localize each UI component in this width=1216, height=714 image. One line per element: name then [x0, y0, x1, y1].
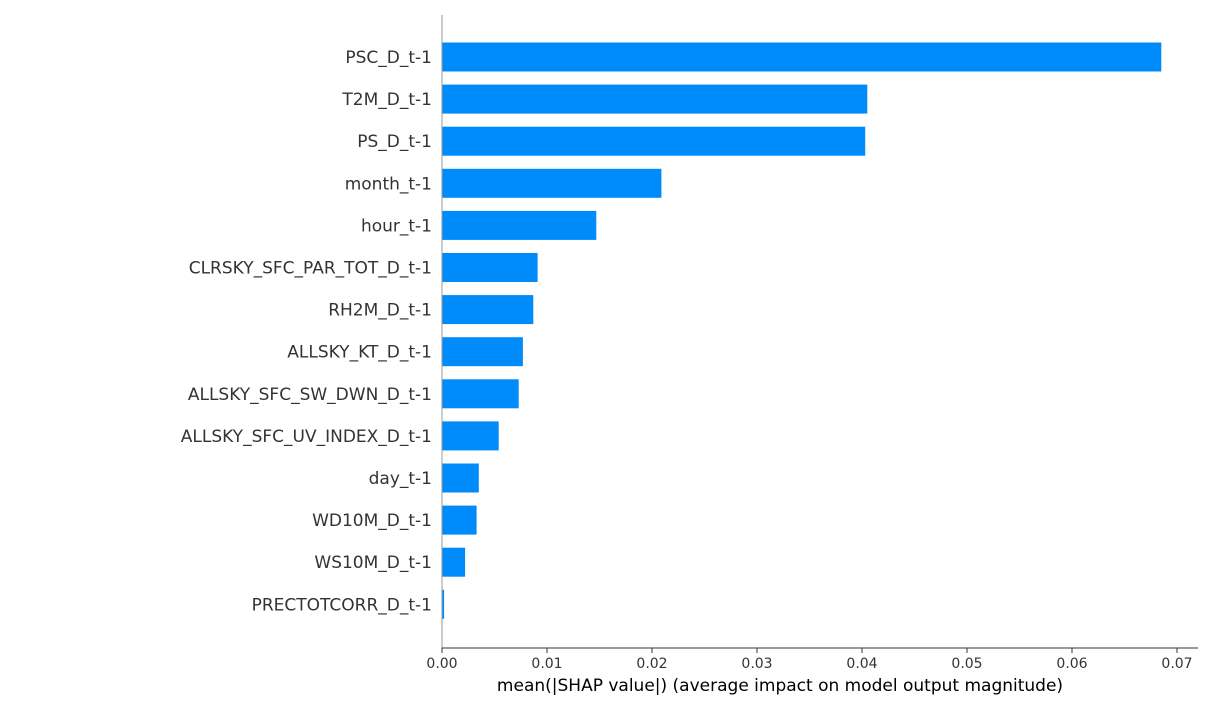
category-label-13: PRECTOTCORR_D_t-1	[252, 595, 432, 615]
x-tick-label-2: 0.02	[636, 656, 667, 672]
bar-4	[442, 210, 597, 240]
bar-5	[442, 253, 538, 282]
category-labels: PSC_D_t-1 T2M_D_t-1 PS_D_t-1 month_t-1 hour_…	[181, 48, 432, 615]
bar-0	[442, 42, 1162, 72]
x-tick-label-4: 0.04	[846, 656, 877, 672]
x-tick-label-0: 0.00	[426, 656, 457, 672]
category-label-11: WD10M_D_t-1	[312, 511, 432, 531]
x-tick-label-5: 0.05	[951, 656, 982, 672]
bar-10	[442, 463, 479, 493]
category-label-6: RH2M_D_t-1	[328, 301, 432, 321]
x-axis-title: mean(|SHAP value|) (average impact on mo…	[497, 676, 1063, 696]
x-tick-label-7: 0.07	[1161, 656, 1192, 672]
bar-2	[442, 126, 866, 156]
bar-11	[442, 505, 477, 535]
bar-6	[442, 295, 534, 325]
bar-3	[442, 168, 662, 198]
bar-7	[442, 337, 523, 367]
x-tick-label-6: 0.06	[1056, 656, 1087, 672]
category-label-4: hour_t-1	[361, 216, 432, 236]
category-label-0: PSC_D_t-1	[345, 48, 432, 68]
category-label-5: CLRSKY_SFC_PAR_TOT_D_t-1	[189, 259, 432, 279]
x-tick-label-3: 0.03	[741, 656, 772, 672]
bar-8	[442, 379, 519, 409]
category-label-3: month_t-1	[345, 174, 432, 194]
category-label-7: ALLSKY_KT_D_t-1	[287, 343, 432, 363]
bar-12	[442, 547, 466, 577]
x-tick-label-1: 0.01	[531, 656, 562, 672]
category-label-10: day_t-1	[369, 469, 432, 489]
bars-layer	[442, 42, 1162, 619]
category-label-9: ALLSKY_SFC_UV_INDEX_D_t-1	[181, 427, 432, 447]
bar-13	[442, 589, 445, 619]
category-label-1: T2M_D_t-1	[341, 90, 432, 110]
category-label-2: PS_D_t-1	[357, 132, 432, 152]
category-label-8: ALLSKY_SFC_SW_DWN_D_t-1	[188, 385, 432, 405]
category-label-12: WS10M_D_t-1	[314, 553, 432, 573]
bar-9	[442, 421, 499, 451]
x-axis-ticks: 0.00 0.01 0.02 0.03 0.04 0.05 0.06 0.07	[426, 648, 1193, 672]
bar-1	[442, 84, 868, 114]
